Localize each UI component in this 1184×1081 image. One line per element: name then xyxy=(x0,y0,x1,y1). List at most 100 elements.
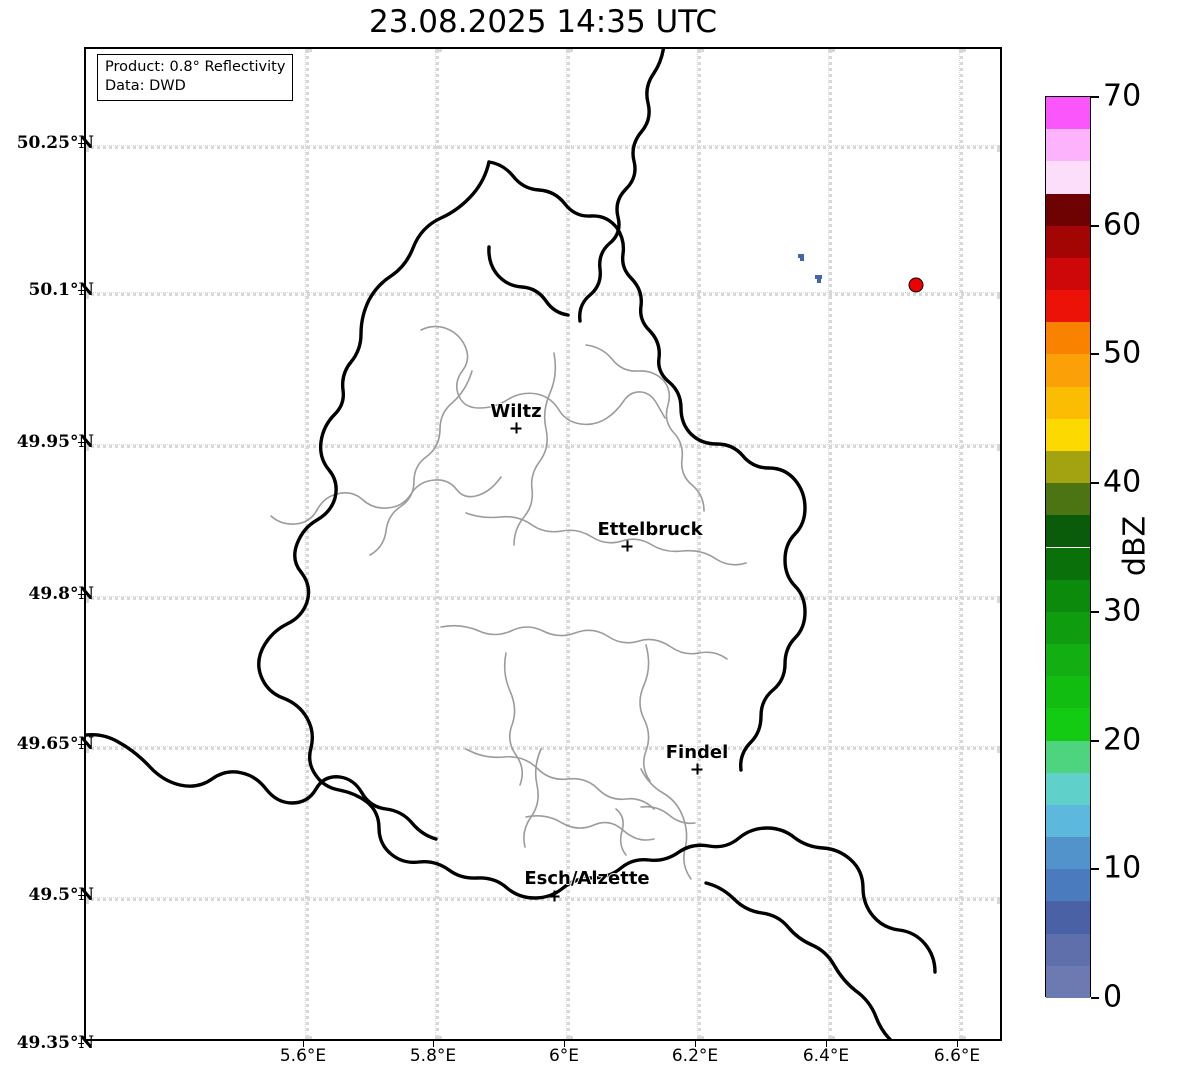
map-canvas: Wiltz Ettelbruck Findel Esch/Alzette Produc… xyxy=(86,49,1000,1039)
colorbar-band xyxy=(1046,837,1090,870)
city-label: Esch/Alzette xyxy=(524,868,650,889)
y-axis-tick-mark xyxy=(78,442,84,443)
y-axis-tick-label: 50.1°N xyxy=(28,280,94,300)
colorbar-tick-mark xyxy=(1091,224,1099,227)
colorbar-tick-label: 60 xyxy=(1103,207,1142,243)
y-axis-tick-label: 49.65°N xyxy=(16,734,94,754)
colorbar[interactable] xyxy=(1045,96,1091,998)
colorbar-band xyxy=(1046,225,1090,258)
x-axis-tick-label: 6.4°E xyxy=(802,1046,850,1066)
district-borders xyxy=(270,325,747,880)
radar-site-marker[interactable] xyxy=(908,277,924,293)
x-axis-tick-mark xyxy=(695,1041,696,1047)
colorbar-tick-label: 40 xyxy=(1103,464,1142,500)
country-border-luxembourg xyxy=(257,160,937,974)
colorbar-band xyxy=(1046,644,1090,677)
colorbar-band xyxy=(1046,740,1090,773)
gridline-horizontal xyxy=(86,596,1000,600)
x-axis-tick-mark xyxy=(957,1041,958,1047)
country-border-neighbours xyxy=(86,49,893,1039)
info-data-line: Data: DWD xyxy=(105,78,186,94)
colorbar-band xyxy=(1046,97,1090,130)
x-axis-tick-mark xyxy=(303,1041,304,1047)
product-info-box: Product: 0.8° Reflectivity Data: DWD xyxy=(97,54,294,101)
colorbar-band xyxy=(1046,354,1090,387)
x-axis-tick-label: 5.8°E xyxy=(409,1046,457,1066)
colorbar-band xyxy=(1046,547,1090,580)
radar-map[interactable]: Wiltz Ettelbruck Findel Esch/Alzette Produc… xyxy=(84,47,1002,1041)
radar-echo-pixel xyxy=(798,254,804,258)
colorbar-band xyxy=(1046,611,1090,645)
y-axis-tick-label: 49.35°N xyxy=(16,1033,94,1053)
gridline-horizontal xyxy=(86,145,1000,149)
x-axis-tick-mark xyxy=(433,1041,434,1047)
colorbar-tick-label: 0 xyxy=(1103,979,1123,1015)
gridline-horizontal xyxy=(86,444,1000,448)
y-axis-tick-mark xyxy=(78,594,84,595)
x-axis-tick-mark xyxy=(826,1041,827,1047)
gridline-vertical xyxy=(566,49,570,1039)
colorbar-tick-label: 50 xyxy=(1103,335,1142,371)
city-marker xyxy=(621,540,633,552)
colorbar-band xyxy=(1046,965,1090,998)
colorbar-band xyxy=(1046,483,1090,516)
city-marker xyxy=(510,422,522,434)
colorbar-tick-mark xyxy=(1091,868,1099,871)
y-axis-tick-label: 49.95°N xyxy=(16,432,94,452)
colorbar-band xyxy=(1046,322,1090,355)
page-title: 23.08.2025 14:35 UTC xyxy=(369,4,717,40)
gridline-vertical xyxy=(828,49,832,1039)
colorbar-band xyxy=(1046,804,1090,838)
y-axis-tick-label: 50.25°N xyxy=(16,133,94,153)
colorbar-tick-label: 10 xyxy=(1103,850,1142,886)
x-axis-tick-label: 6.6°E xyxy=(933,1046,981,1066)
y-axis-tick-mark xyxy=(78,1043,84,1044)
colorbar-band xyxy=(1046,772,1090,805)
colorbar-band xyxy=(1046,418,1090,451)
colorbar-tick-mark xyxy=(1091,353,1099,356)
gridline-vertical xyxy=(959,49,963,1039)
colorbar-tick-mark xyxy=(1091,96,1099,98)
y-axis-tick-label: 49.5°N xyxy=(28,885,94,905)
colorbar-band xyxy=(1046,450,1090,484)
y-axis-tick-mark xyxy=(78,895,84,896)
colorbar-band xyxy=(1046,708,1090,741)
colorbar-band xyxy=(1046,161,1090,194)
colorbar-tick-mark xyxy=(1091,610,1099,613)
city-marker xyxy=(691,763,703,775)
city-label: Ettelbruck xyxy=(597,519,703,540)
info-product-line: Product: 0.8° Reflectivity xyxy=(105,59,286,75)
x-axis-tick-label: 6.2°E xyxy=(671,1046,719,1066)
y-axis-tick-mark xyxy=(78,744,84,745)
colorbar-band xyxy=(1046,869,1090,902)
radar-echo-pixel xyxy=(800,258,804,261)
x-axis-tick-label: 5.6°E xyxy=(279,1046,327,1066)
x-axis-tick-label: 6°E xyxy=(548,1046,580,1066)
colorbar-tick-label: 70 xyxy=(1103,78,1142,114)
colorbar-band xyxy=(1046,515,1090,548)
gridline-vertical xyxy=(305,49,309,1039)
colorbar-band xyxy=(1046,193,1090,226)
gridline-vertical xyxy=(697,49,701,1039)
colorbar-tick-mark xyxy=(1091,739,1099,742)
colorbar-band xyxy=(1046,386,1090,419)
x-axis-tick-mark xyxy=(564,1041,565,1047)
gridline-horizontal xyxy=(86,292,1000,296)
city-label: Findel xyxy=(665,742,729,763)
colorbar-tick-mark xyxy=(1091,482,1099,485)
city-label: Wiltz xyxy=(490,401,542,422)
gridline-horizontal xyxy=(86,746,1000,750)
colorbar-tick-label: 30 xyxy=(1103,593,1142,629)
colorbar-tick-label: 20 xyxy=(1103,722,1142,758)
colorbar-band xyxy=(1046,933,1090,966)
radar-echo-pixel xyxy=(815,275,822,279)
city-marker xyxy=(548,890,560,902)
y-axis-tick-mark xyxy=(78,143,84,144)
y-axis-tick-mark xyxy=(78,290,84,291)
y-axis-tick-label: 49.8°N xyxy=(28,584,94,604)
gridline-vertical xyxy=(435,49,439,1039)
colorbar-band xyxy=(1046,676,1090,709)
radar-echo-pixel xyxy=(817,279,821,283)
colorbar-band xyxy=(1046,290,1090,323)
geography-layer xyxy=(86,49,937,1039)
